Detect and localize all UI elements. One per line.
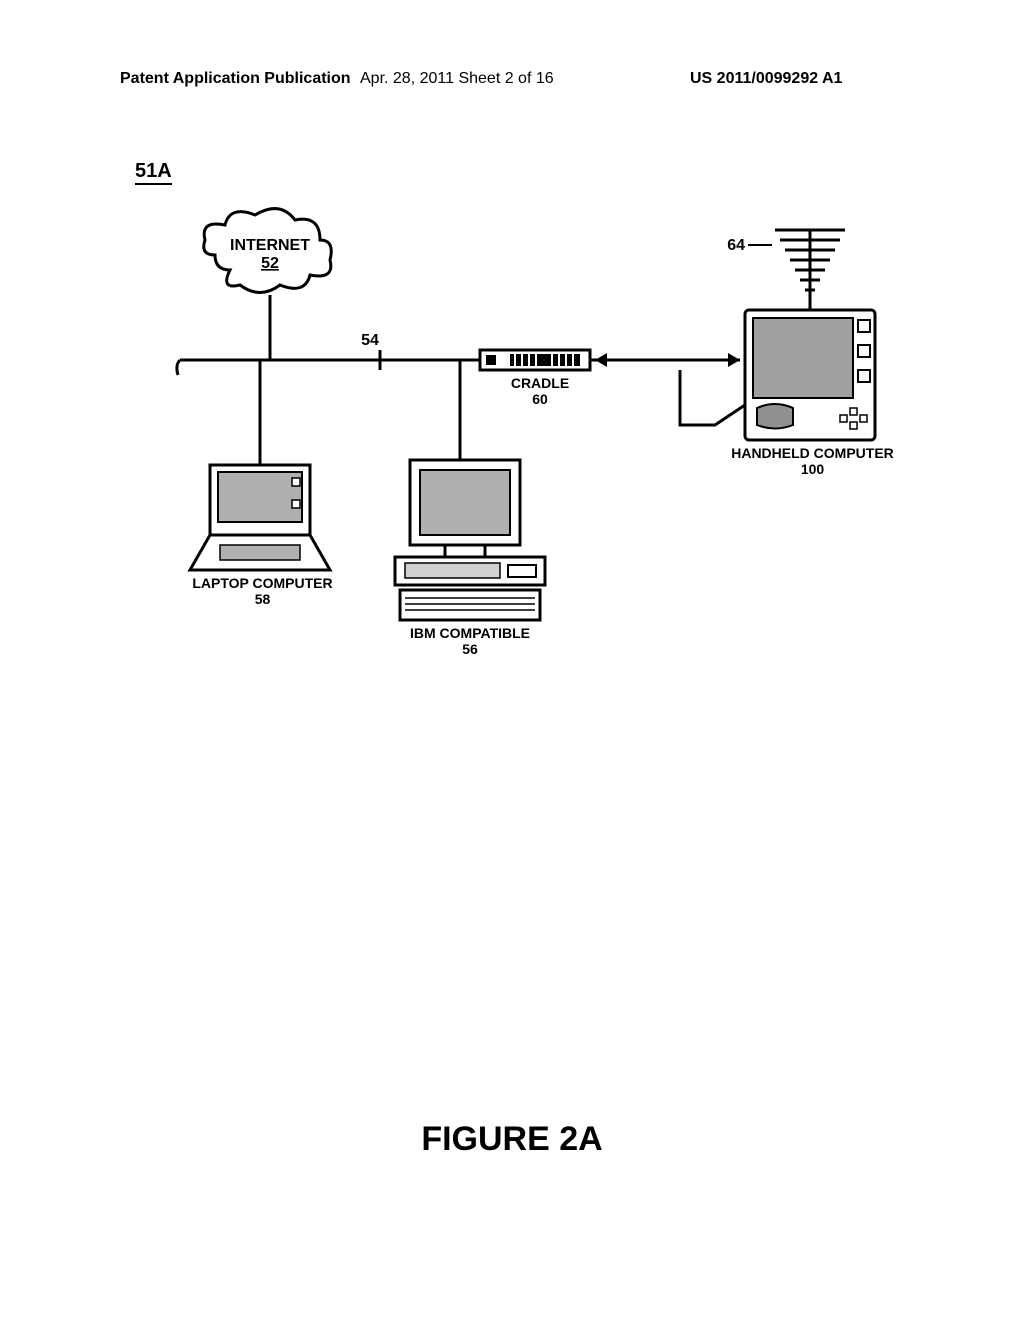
figure-caption: FIGURE 2A [80, 1120, 944, 1159]
ibm-label: IBM COMPATIBLE 56 [385, 625, 555, 657]
header-right: US 2011/0099292 A1 [690, 70, 842, 88]
internet-num: 52 [261, 255, 279, 272]
network-diagram: INTERNET 52 54 [120, 200, 920, 700]
laptop-label: LAPTOP COMPUTER 58 [175, 575, 350, 607]
internet-label: INTERNET [230, 237, 310, 254]
page: Patent Application Publication Apr. 28, … [80, 70, 944, 1250]
handheld-label: HANDHELD COMPUTER 100 [705, 445, 920, 477]
header-center: Apr. 28, 2011 Sheet 2 of 16 [360, 70, 554, 88]
cradle-label: CRADLE 60 [480, 375, 600, 407]
handheld-computer-icon [745, 310, 875, 440]
header-left: Patent Application Publication [120, 70, 351, 88]
desktop-computer-icon [395, 460, 545, 620]
figure-reference-number: 51A [135, 160, 172, 185]
cradle-icon [480, 350, 590, 370]
laptop-icon [190, 465, 330, 570]
bus-num: 54 [361, 332, 379, 349]
antenna-num-prefix: 64 [727, 237, 745, 254]
antenna-icon [775, 230, 845, 310]
